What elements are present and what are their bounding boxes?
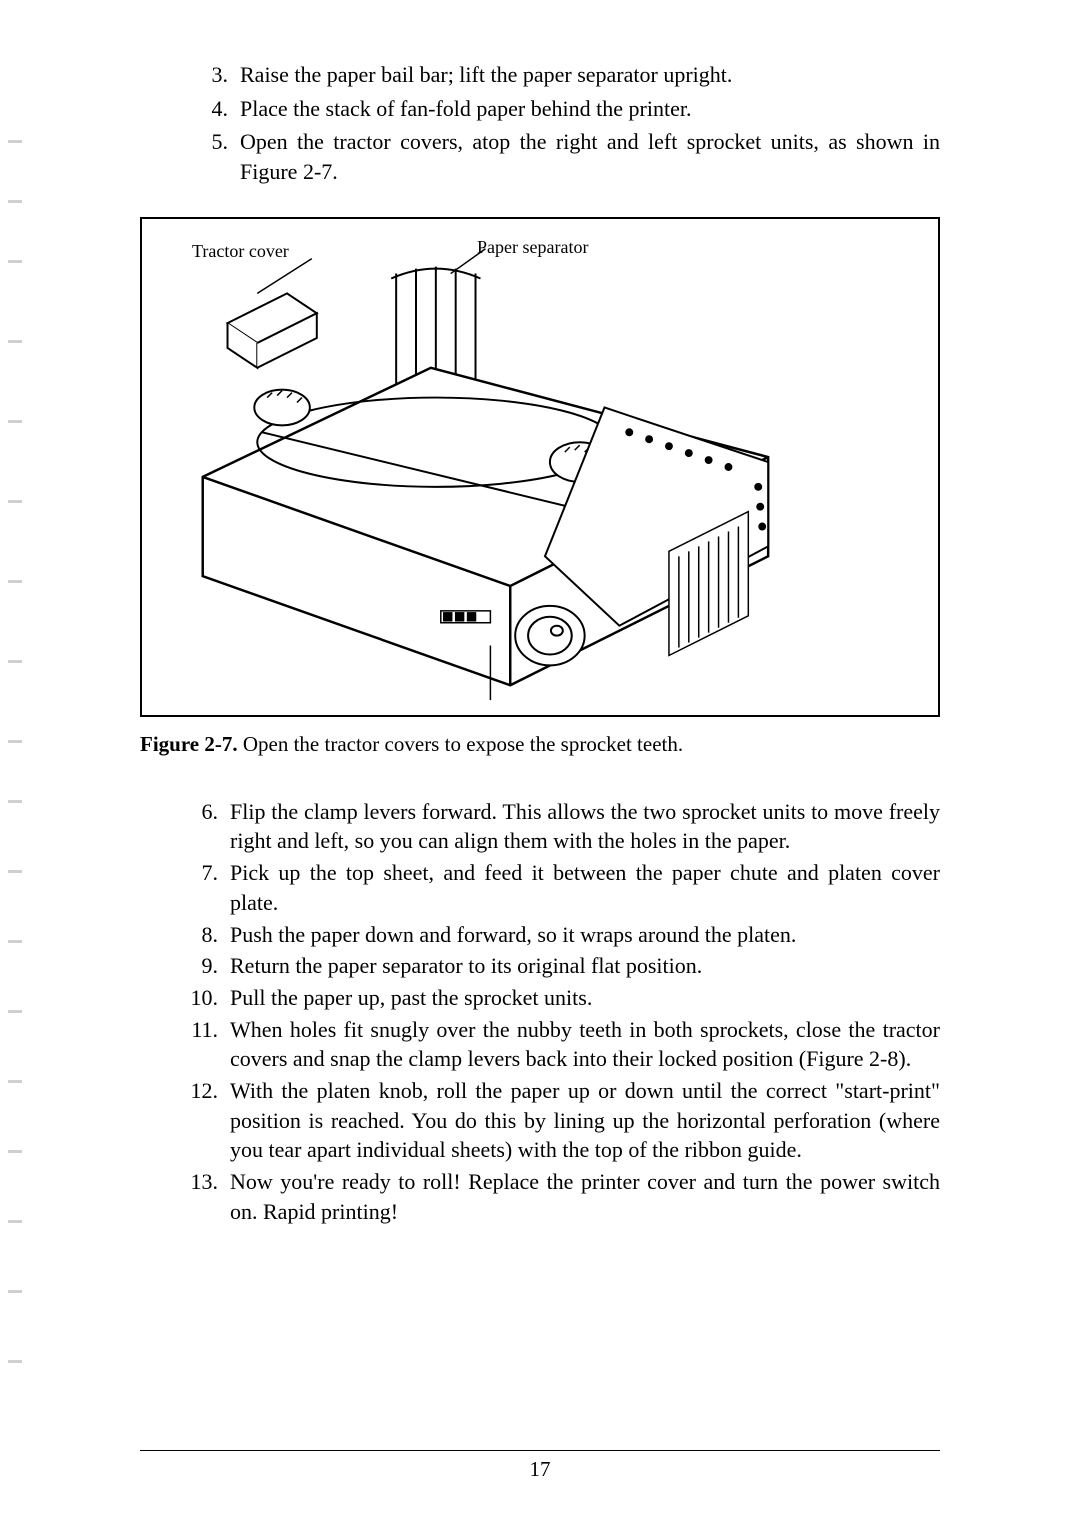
- list-item: 9. Return the paper separator to its ori…: [180, 951, 940, 981]
- list-number: 9.: [180, 951, 230, 981]
- list-text: Pull the paper up, past the sprocket uni…: [230, 983, 940, 1013]
- figure-caption: Figure 2-7. Open the tractor covers to e…: [140, 732, 940, 757]
- list-item: 3. Raise the paper bail bar; lift the pa…: [200, 60, 940, 90]
- printer-diagram-svg: [142, 219, 938, 715]
- page-footer: 17: [140, 1450, 940, 1482]
- list-number: 13.: [180, 1167, 230, 1226]
- list-text: Flip the clamp levers forward. This allo…: [230, 797, 940, 856]
- list-text: With the platen knob, roll the paper up …: [230, 1076, 940, 1165]
- list-text: When holes fit snugly over the nubby tee…: [230, 1015, 940, 1074]
- list-number: 10.: [180, 983, 230, 1013]
- list-number: 4.: [200, 94, 240, 124]
- list-item: 5. Open the tractor covers, atop the rig…: [200, 127, 940, 186]
- page-number: 17: [530, 1457, 551, 1481]
- list-item: 12. With the platen knob, roll the paper…: [180, 1076, 940, 1165]
- list-number: 8.: [180, 920, 230, 950]
- list-item: 8. Push the paper down and forward, so i…: [180, 920, 940, 950]
- bottom-instruction-list: 6. Flip the clamp levers forward. This a…: [180, 797, 940, 1227]
- list-item: 13. Now you're ready to roll! Replace th…: [180, 1167, 940, 1226]
- list-number: 3.: [200, 60, 240, 90]
- list-item: 10. Pull the paper up, past the sprocket…: [180, 983, 940, 1013]
- list-number: 5.: [200, 127, 240, 186]
- list-number: 11.: [180, 1015, 230, 1074]
- scan-artifacts: [0, 0, 30, 1532]
- list-item: 11. When holes fit snugly over the nubby…: [180, 1015, 940, 1074]
- list-item: 6. Flip the clamp levers forward. This a…: [180, 797, 940, 856]
- list-number: 7.: [180, 858, 230, 917]
- list-item: 7. Pick up the top sheet, and feed it be…: [180, 858, 940, 917]
- list-text: Push the paper down and forward, so it w…: [230, 920, 940, 950]
- list-text: Pick up the top sheet, and feed it betwe…: [230, 858, 940, 917]
- list-number: 12.: [180, 1076, 230, 1165]
- list-number: 6.: [180, 797, 230, 856]
- list-text: Place the stack of fan-fold paper behind…: [240, 94, 940, 124]
- figure-caption-bold: Figure 2-7.: [140, 732, 238, 756]
- list-text: Now you're ready to roll! Replace the pr…: [230, 1167, 940, 1226]
- list-text: Open the tractor covers, atop the right …: [240, 127, 940, 186]
- list-text: Return the paper separator to its origin…: [230, 951, 940, 981]
- figure-caption-text: Open the tractor covers to expose the sp…: [238, 732, 684, 756]
- list-item: 4. Place the stack of fan-fold paper beh…: [200, 94, 940, 124]
- figure-illustration: Tractor cover Paper separator: [140, 217, 940, 717]
- top-instruction-list: 3. Raise the paper bail bar; lift the pa…: [200, 60, 940, 187]
- list-text: Raise the paper bail bar; lift the paper…: [240, 60, 940, 90]
